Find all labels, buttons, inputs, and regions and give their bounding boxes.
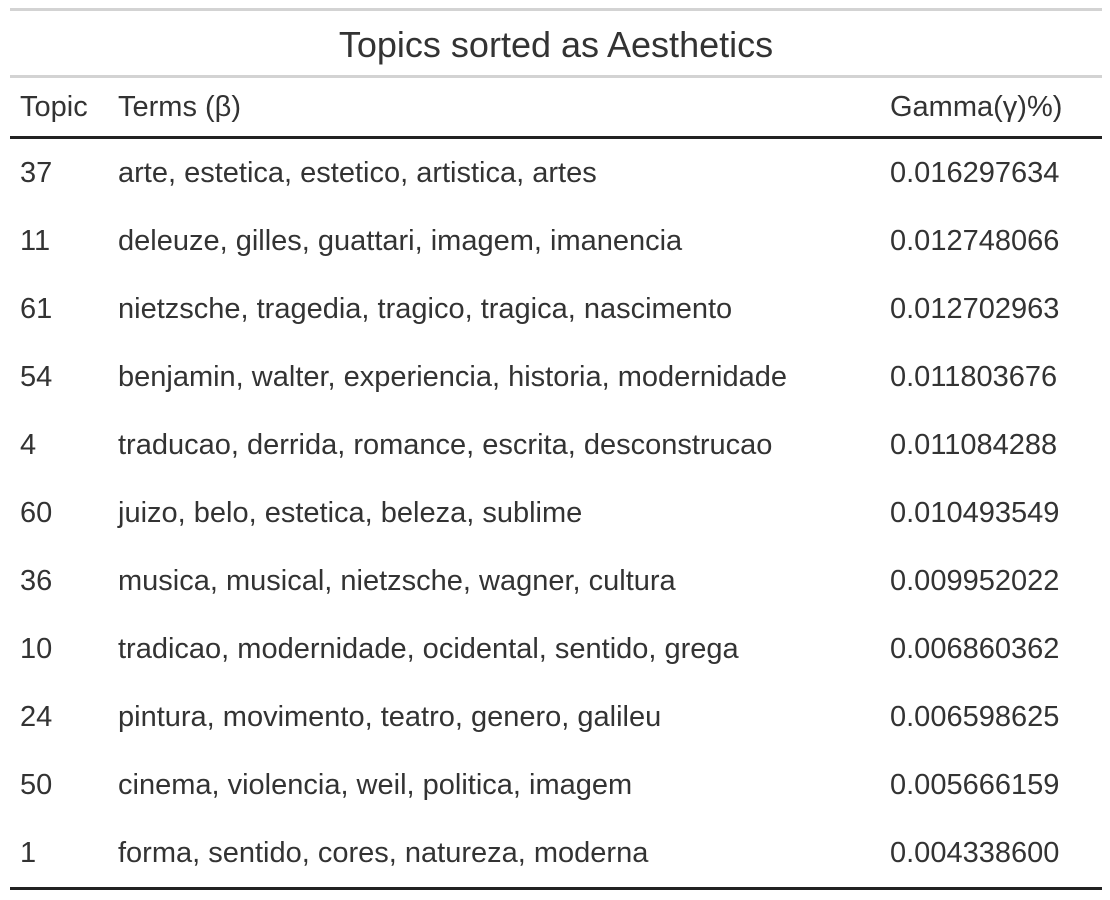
header-gamma: Gamma(γ)%) xyxy=(878,78,1102,139)
topics-table: Topic Terms (β) Gamma(γ)%) 37 arte, este… xyxy=(10,78,1102,890)
gamma-cell: 0.006598625 xyxy=(890,700,1060,733)
table-row: 1 forma, sentido, cores, natureza, moder… xyxy=(10,819,1102,890)
terms-cell: tradicao, modernidade, ocidental, sentid… xyxy=(118,632,739,665)
terms-cell: juizo, belo, estetica, beleza, sublime xyxy=(118,496,583,529)
table-row: 37 arte, estetica, estetico, artistica, … xyxy=(10,138,1102,208)
gamma-cell: 0.016297634 xyxy=(890,156,1060,189)
top-rule xyxy=(10,8,1102,11)
topic-cell: 50 xyxy=(20,768,53,801)
topic-cell: 24 xyxy=(20,700,53,733)
terms-cell: nietzsche, tragedia, tragico, tragica, n… xyxy=(118,292,733,325)
gamma-cell: 0.011803676 xyxy=(890,360,1058,393)
gamma-cell: 0.012748066 xyxy=(890,224,1060,257)
terms-cell: forma, sentido, cores, natureza, moderna xyxy=(108,819,878,890)
topics-table-container: Topics sorted as Aesthetics Topic Terms … xyxy=(10,8,1102,890)
terms-cell: benjamin, walter, experiencia, historia,… xyxy=(118,360,787,393)
topic-cell: 61 xyxy=(20,292,53,325)
header-row: Topic Terms (β) Gamma(γ)%) xyxy=(10,78,1102,139)
gamma-cell: 0.005666159 xyxy=(890,768,1060,801)
terms-cell: musica, musical, nietzsche, wagner, cult… xyxy=(118,564,676,597)
table-row: 10 tradicao, modernidade, ocidental, sen… xyxy=(10,615,1102,683)
table-row: 4 traducao, derrida, romance, escrita, d… xyxy=(10,411,1102,479)
topic-cell: 36 xyxy=(20,564,53,597)
gamma-cell: 0.010493549 xyxy=(890,496,1060,529)
gamma-cell: 0.011084288 xyxy=(890,428,1058,461)
gamma-cell: 0.004338600 xyxy=(878,819,1102,890)
table-row: 61 nietzsche, tragedia, tragico, tragica… xyxy=(10,275,1102,343)
header-terms: Terms (β) xyxy=(108,78,878,139)
topic-cell: 1 xyxy=(10,819,108,890)
header-topic: Topic xyxy=(10,78,108,139)
terms-cell: deleuze, gilles, guattari, imagem, imane… xyxy=(118,224,683,257)
topic-cell: 60 xyxy=(20,496,53,529)
topic-cell: 54 xyxy=(20,360,53,393)
gamma-cell: 0.006860362 xyxy=(890,632,1060,665)
table-row: 24 pintura, movimento, teatro, genero, g… xyxy=(10,683,1102,751)
topic-cell: 4 xyxy=(20,428,37,461)
terms-cell: cinema, violencia, weil, politica, image… xyxy=(118,768,633,801)
table-row: 36 musica, musical, nietzsche, wagner, c… xyxy=(10,547,1102,615)
gamma-cell: 0.012702963 xyxy=(890,292,1060,325)
table-row: 11 deleuze, gilles, guattari, imagem, im… xyxy=(10,207,1102,275)
table-row: 54 benjamin, walter, experiencia, histor… xyxy=(10,343,1102,411)
terms-cell: traducao, derrida, romance, escrita, des… xyxy=(118,428,773,461)
gamma-cell: 0.009952022 xyxy=(890,564,1060,597)
terms-cell: pintura, movimento, teatro, genero, gali… xyxy=(118,700,662,733)
terms-cell: arte, estetica, estetico, artistica, art… xyxy=(118,156,597,189)
table-title: Topics sorted as Aesthetics xyxy=(10,11,1102,78)
topic-cell: 10 xyxy=(20,632,53,665)
topic-cell: 37 xyxy=(20,156,53,189)
table-row: 50 cinema, violencia, weil, politica, im… xyxy=(10,751,1102,819)
topic-cell: 11 xyxy=(20,224,51,257)
table-row: 60 juizo, belo, estetica, beleza, sublim… xyxy=(10,479,1102,547)
